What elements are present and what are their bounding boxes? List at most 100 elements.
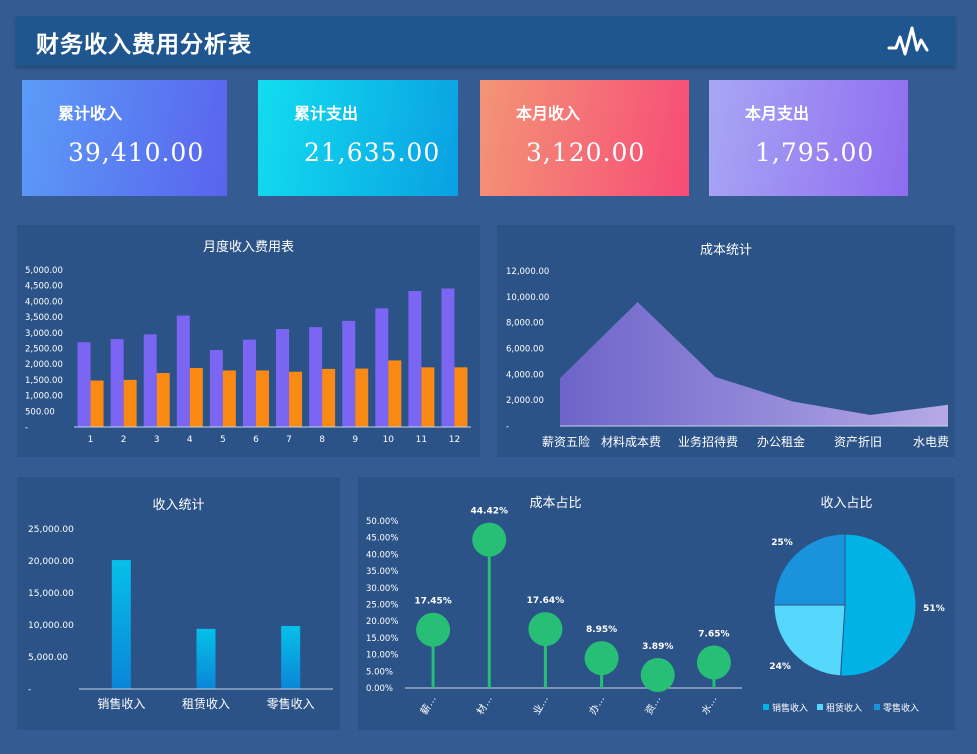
y-tick-label: 0.00% xyxy=(366,684,393,694)
y-tick-label: 8,000.00 xyxy=(506,319,544,329)
x-tick-label: 材… xyxy=(474,693,495,717)
kpi-card-cumulative-income: 累计收入 39,410.00 xyxy=(22,80,227,196)
x-tick-label: 薪资五险 xyxy=(542,434,590,449)
bar-series-2 xyxy=(189,367,203,427)
x-tick-label: 4 xyxy=(187,435,193,445)
lollipop-head xyxy=(472,522,507,557)
x-tick-label: 12 xyxy=(449,435,460,445)
y-tick-label: 5,000.00 xyxy=(28,653,68,663)
income-bar xyxy=(281,625,301,689)
x-tick-label: 水… xyxy=(699,694,719,717)
kpi-label: 本月收入 xyxy=(516,104,581,123)
pie-data-label: 24% xyxy=(769,662,791,672)
y-tick-label: 20,000.00 xyxy=(28,557,74,567)
bar-series-2 xyxy=(454,367,468,427)
kpi-label: 累计支出 xyxy=(294,104,359,123)
cost-chart: 12,000.00 10,000.00 8,000.00 6,000.00 4,000.… xyxy=(506,267,949,449)
header-bar: 财务收入费用分析表 xyxy=(16,16,955,66)
bar-series-2 xyxy=(388,360,402,427)
lollipop-head xyxy=(640,658,675,693)
x-tick-label: 11 xyxy=(416,435,427,445)
y-tick-label: 15,000.00 xyxy=(28,589,74,599)
bar-series-1 xyxy=(143,334,157,427)
legend-label: 零售收入 xyxy=(883,702,919,714)
bar-series-1 xyxy=(441,288,455,427)
y-tick-label: 30.00% xyxy=(366,584,398,594)
y-tick-label: 12,000.00 xyxy=(506,267,549,277)
data-label: 8.95% xyxy=(586,625,617,635)
x-tick-label: 资… xyxy=(643,694,663,717)
y-tick-label: 40.00% xyxy=(366,550,398,560)
y-tick-label: 15.00% xyxy=(366,634,398,644)
bar-series-1 xyxy=(309,327,323,427)
y-tick-label: 3,000.00 xyxy=(25,329,63,339)
y-tick-label: 4,500.00 xyxy=(25,282,63,292)
kpi-card-cumulative-expense: 累计支出 21,635.00 xyxy=(258,80,458,196)
kpi-value: 21,635.00 xyxy=(304,138,441,167)
data-label: 7.65% xyxy=(698,629,729,639)
bar-series-1 xyxy=(242,339,256,427)
x-tick-label: 资产折旧 xyxy=(834,434,882,449)
legend-swatch xyxy=(763,704,769,710)
chart-title: 成本占比 xyxy=(529,496,582,511)
chart-title: 收入占比 xyxy=(820,496,873,511)
bar-series-2 xyxy=(123,379,137,427)
y-tick-label: 10.00% xyxy=(366,651,398,661)
y-tick-label: 500.00 xyxy=(25,407,55,417)
income-chart-panel: 收入统计 25,000.00 20,000.00 15,000.00 10,000.0… xyxy=(17,477,340,730)
income-bar xyxy=(111,560,131,689)
y-tick-label: 1,000.00 xyxy=(25,392,63,402)
y-tick-label: 45.00% xyxy=(366,534,398,544)
share-charts-panel: 成本占比 收入占比 50.00% 45.00% 40.00% 35.00% 30.00%… xyxy=(358,477,955,730)
bar-series-2 xyxy=(222,370,236,427)
bar-series-2 xyxy=(322,368,336,427)
chart-title: 月度收入费用表 xyxy=(202,240,294,255)
kpi-value: 1,795.00 xyxy=(755,138,875,167)
y-tick-label: 10,000.00 xyxy=(28,621,74,631)
y-tick-label: 5.00% xyxy=(366,667,393,677)
x-tick-label: 薪… xyxy=(418,694,438,717)
y-tick-label: 1,500.00 xyxy=(25,376,63,386)
bar-series-2 xyxy=(90,380,104,427)
x-tick-label: 5 xyxy=(220,435,226,445)
legend-label: 租赁收入 xyxy=(826,702,862,714)
data-label: 44.42% xyxy=(471,507,509,517)
income-chart: 25,000.00 20,000.00 15,000.00 10,000.00 5,00… xyxy=(28,525,333,711)
y-tick-label: 35.00% xyxy=(366,567,398,577)
y-tick-label: 25.00% xyxy=(366,601,398,611)
income-bar xyxy=(196,628,216,689)
y-tick-label: - xyxy=(28,685,31,695)
x-tick-label: 10 xyxy=(383,435,395,445)
x-tick-label: 零售收入 xyxy=(267,696,315,711)
y-tick-label: 5,000.00 xyxy=(25,266,63,276)
bar-series-1 xyxy=(110,339,124,427)
y-tick-label: 2,500.00 xyxy=(25,345,63,355)
x-tick-label: 办公租金 xyxy=(757,434,805,449)
bar-series-1 xyxy=(176,315,190,427)
x-tick-label: 6 xyxy=(253,435,259,445)
kpi-label: 累计收入 xyxy=(58,104,123,123)
x-tick-label: 3 xyxy=(154,435,160,445)
bar-series-2 xyxy=(355,368,369,427)
y-tick-label: 3,500.00 xyxy=(25,313,63,323)
x-tick-label: 水电费 xyxy=(913,435,949,449)
monthly-chart: 5,000.00 4,500.00 4,000.00 3,500.00 3,000.00… xyxy=(25,266,471,445)
pie-slice xyxy=(773,604,846,677)
lollipop-head xyxy=(416,612,451,647)
lollipop-head xyxy=(528,612,563,647)
x-tick-label: 材料成本费 xyxy=(601,435,661,449)
y-tick-label: 4,000.00 xyxy=(25,297,63,307)
x-tick-label: 2 xyxy=(121,435,127,445)
chart-title: 成本统计 xyxy=(699,243,752,258)
page-title: 财务收入费用分析表 xyxy=(36,31,252,58)
data-label: 3.89% xyxy=(642,642,673,652)
y-tick-label: 2,000.00 xyxy=(25,360,63,370)
x-tick-label: 业务招待费 xyxy=(678,434,738,449)
bar-series-1 xyxy=(408,291,422,427)
x-tick-label: 8 xyxy=(319,435,325,445)
bar-series-1 xyxy=(77,342,91,427)
x-tick-label: 7 xyxy=(286,435,292,445)
pie-slice xyxy=(840,533,917,677)
x-tick-label: 9 xyxy=(352,435,358,445)
chart-title: 收入统计 xyxy=(152,498,205,513)
